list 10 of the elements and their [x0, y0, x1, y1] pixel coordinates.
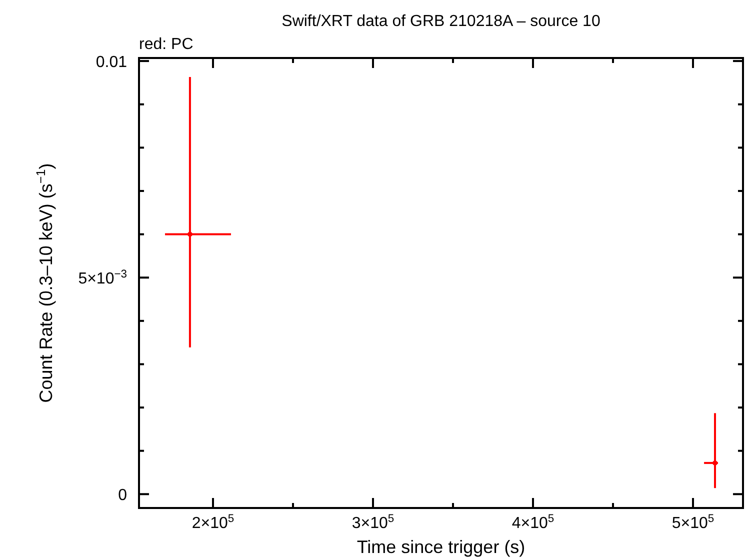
x-axis-title: Time since trigger (s)	[356, 537, 526, 557]
chart-title: Swift/XRT data of GRB 210218A – source 10	[282, 13, 600, 30]
y-tick-label: 0	[118, 487, 128, 504]
x-tick-label: 4×10$^{5}$	[512, 513, 554, 532]
text: red: PC	[139, 36, 194, 53]
x-tick-label: 3×10$^{5}$	[352, 513, 394, 532]
x-tick-label: 5×10$^{5}$	[672, 513, 714, 532]
y-tick-label: 5×10$^{−3}$	[78, 268, 127, 288]
y-tick-label: 0.01	[96, 54, 128, 72]
x-tick-label: 2×10$^{5}$	[192, 513, 234, 532]
